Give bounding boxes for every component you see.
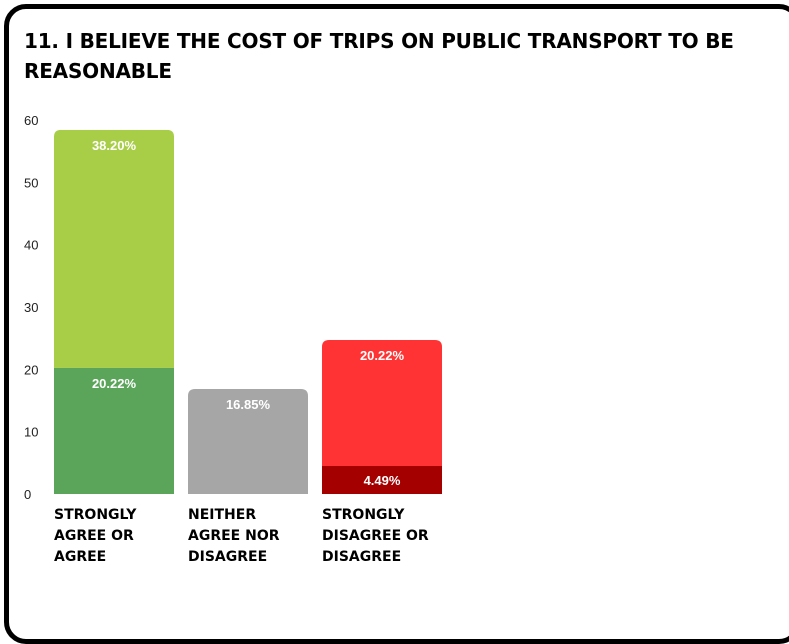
y-tick-label-40: 40 [24,238,38,253]
y-tick-label-20: 20 [24,362,38,377]
y-tick-label-10: 10 [24,425,38,440]
chart-title: 11. I BELIEVE THE COST OF TRIPS ON PUBLI… [24,29,734,83]
bar-segment-1-2 [54,129,174,368]
y-tick-label-30: 30 [24,300,38,315]
category-label-3: STRONGLY DISAGREE OR DISAGREE [322,507,429,565]
bar-segment-3-2 [322,339,442,467]
bar-segment-3-1 [322,466,442,494]
y-tick-label-50: 50 [24,175,38,190]
bar-segment-2-1 [188,388,308,494]
bar-group-3 [322,339,442,494]
bar-group-1 [54,129,174,494]
data-label-1-2: 38.20% [92,138,137,153]
data-label-1-1: 20.22% [92,376,137,391]
category-label-2: NEITHER AGREE NOR DISAGREE [188,507,280,565]
bar-chart: 0 10 20 30 40 50 60 20.22% 38.20% 16.85% 4.49% 20.2… [24,113,442,502]
bar-segment-1-1 [54,367,174,494]
data-label-3-2: 20.22% [360,348,405,363]
bar-group-2 [188,388,308,494]
data-label-3-1: 4.49% [364,473,401,488]
data-label-2-1: 16.85% [226,397,271,412]
y-tick-label-60: 60 [24,113,38,128]
category-label-1: STRONGLY AGREE OR AGREE [54,507,137,565]
y-tick-label-0: 0 [24,487,31,502]
